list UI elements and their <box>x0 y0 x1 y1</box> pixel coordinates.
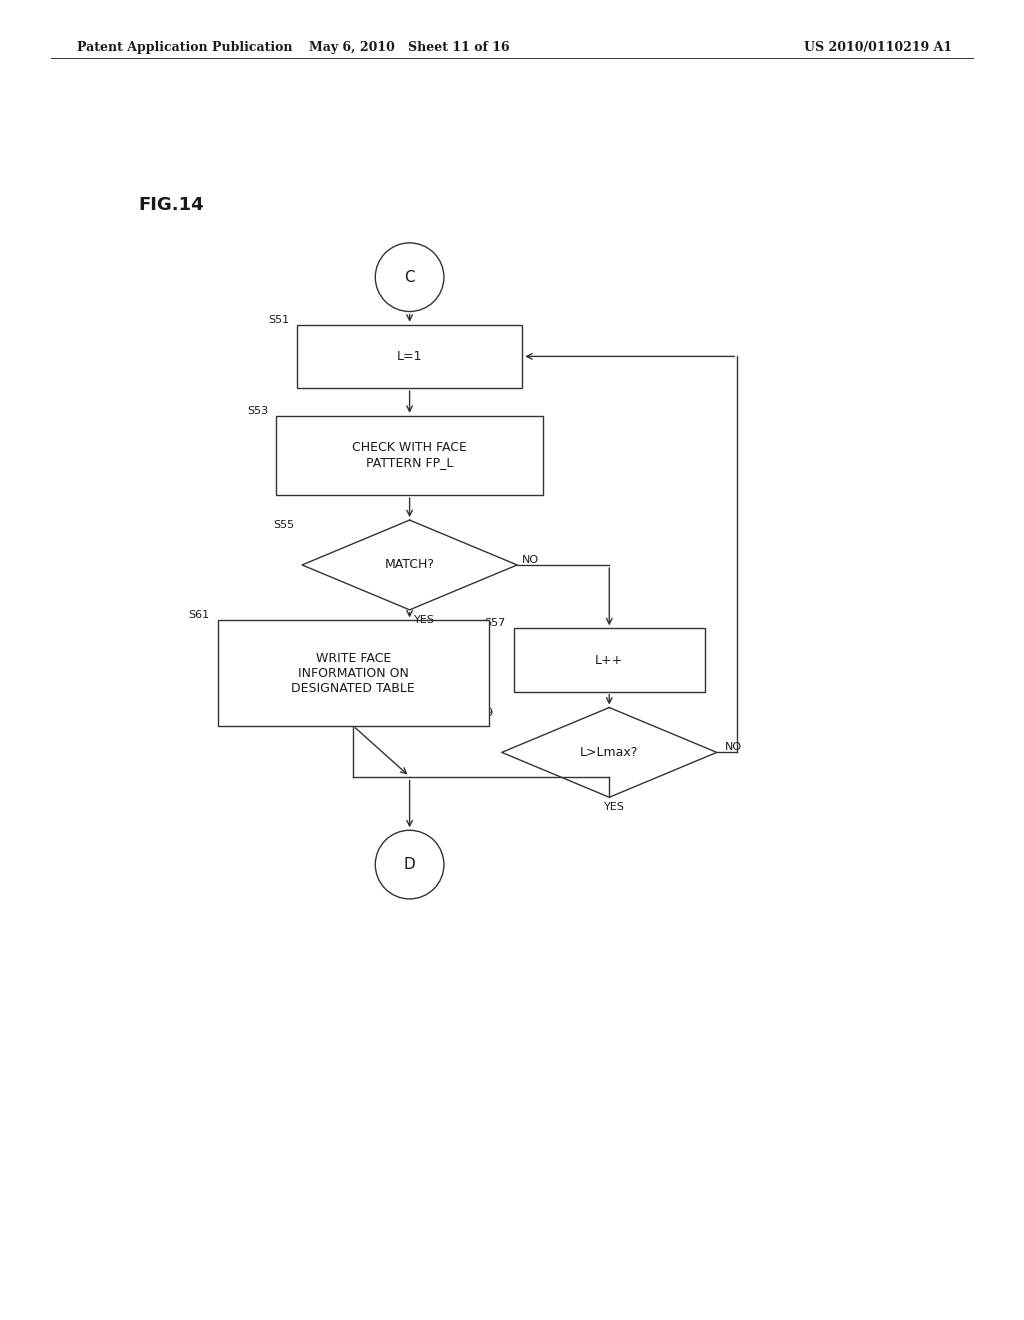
Polygon shape <box>502 708 717 797</box>
Text: MATCH?: MATCH? <box>385 558 434 572</box>
Text: WRITE FACE
INFORMATION ON
DESIGNATED TABLE: WRITE FACE INFORMATION ON DESIGNATED TAB… <box>292 652 415 694</box>
Text: S59: S59 <box>472 708 494 718</box>
Text: C: C <box>404 269 415 285</box>
FancyBboxPatch shape <box>513 628 705 692</box>
Text: NO: NO <box>725 742 742 752</box>
Text: S51: S51 <box>268 314 289 325</box>
Text: S53: S53 <box>248 405 268 416</box>
Text: YES: YES <box>414 615 435 624</box>
Text: May 6, 2010   Sheet 11 of 16: May 6, 2010 Sheet 11 of 16 <box>309 41 510 54</box>
Polygon shape <box>302 520 517 610</box>
Text: D: D <box>403 857 416 873</box>
FancyBboxPatch shape <box>218 620 489 726</box>
Text: S61: S61 <box>188 610 210 620</box>
Text: Patent Application Publication: Patent Application Publication <box>77 41 292 54</box>
Text: L>Lmax?: L>Lmax? <box>580 746 639 759</box>
Text: US 2010/0110219 A1: US 2010/0110219 A1 <box>804 41 952 54</box>
Text: FIG.14: FIG.14 <box>138 195 204 214</box>
Text: NO: NO <box>522 554 540 565</box>
Text: S57: S57 <box>484 618 506 628</box>
FancyBboxPatch shape <box>276 416 543 495</box>
Circle shape <box>375 243 444 312</box>
Text: S55: S55 <box>273 520 294 531</box>
FancyBboxPatch shape <box>297 325 522 388</box>
Text: YES: YES <box>604 803 625 812</box>
Text: CHECK WITH FACE
PATTERN FP_L: CHECK WITH FACE PATTERN FP_L <box>352 441 467 470</box>
Text: L=1: L=1 <box>397 350 422 363</box>
Circle shape <box>375 830 444 899</box>
Text: L++: L++ <box>595 653 624 667</box>
